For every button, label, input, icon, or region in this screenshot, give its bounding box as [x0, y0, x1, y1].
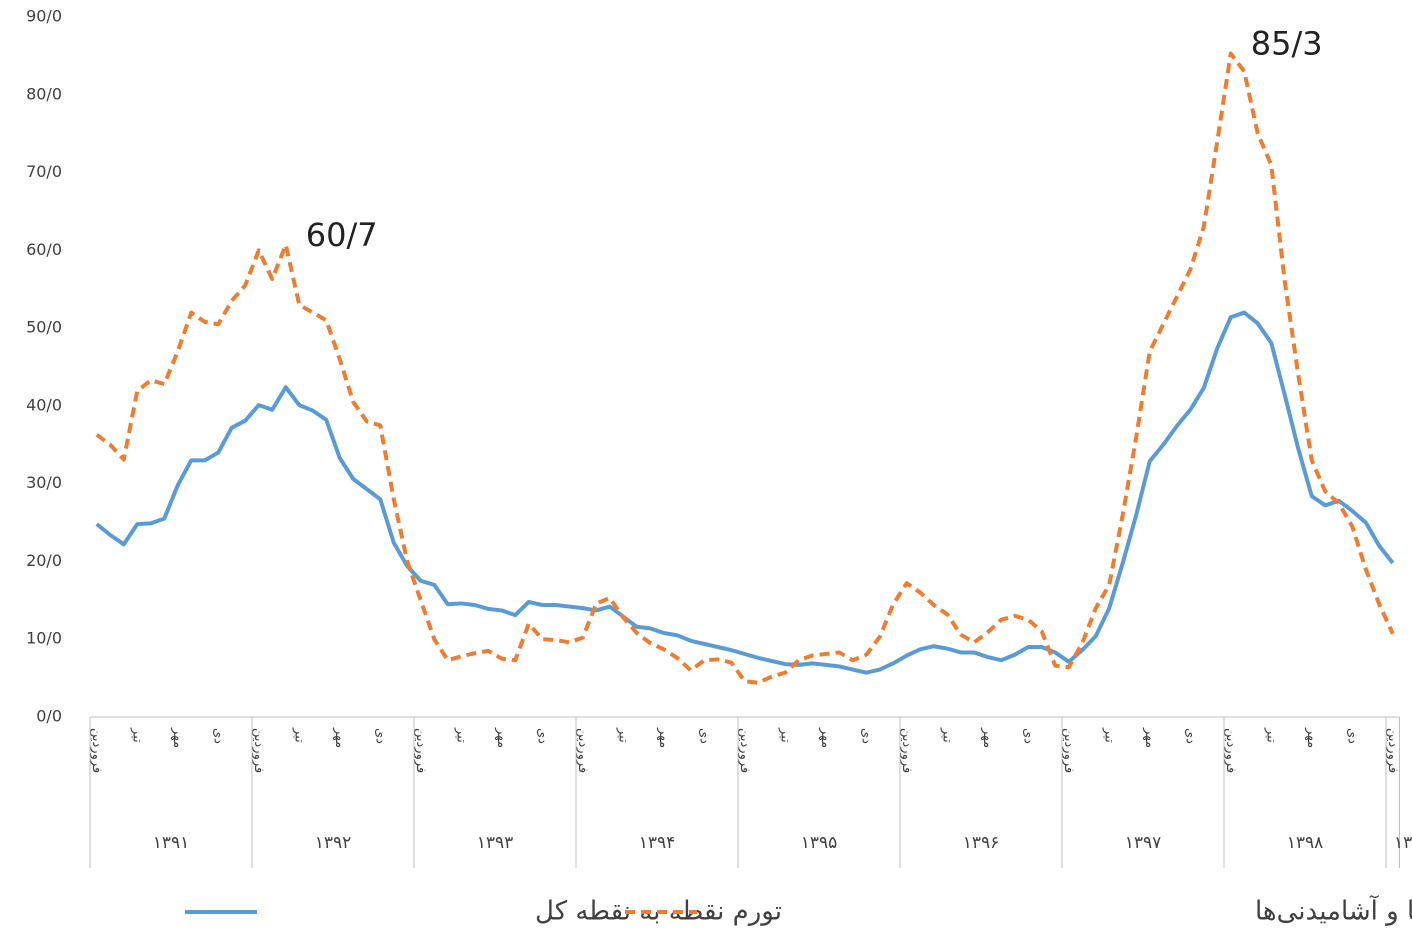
x-tick-label: فروردین — [89, 728, 104, 773]
x-tick-label: مهر — [332, 727, 347, 748]
x-tick-label: دی — [535, 728, 550, 744]
year-label: ۱۳۹۸ — [1287, 833, 1324, 853]
x-tick-label: تیر — [454, 727, 469, 743]
x-tick-label: فروردین — [575, 728, 590, 773]
x-tick-label: دی — [1345, 728, 1360, 744]
year-label: ۱۳۹۷ — [1125, 833, 1162, 853]
x-tick-label: دی — [1021, 728, 1036, 744]
x-tick-label: مهر — [980, 727, 995, 748]
y-tick-label: 40/0 — [26, 395, 62, 414]
x-tick-label: فروردین — [1223, 728, 1238, 773]
x-tick-label: مهر — [656, 727, 671, 748]
y-tick-label: 30/0 — [26, 473, 62, 492]
x-tick-label: مهر — [1142, 727, 1157, 748]
x-tick-label: مهر — [494, 727, 509, 748]
value-label: 85/3 — [1251, 25, 1323, 63]
x-tick-label: فروردین — [251, 728, 266, 773]
x-tick-label: دی — [373, 728, 388, 744]
x-tick-label: تیر — [1264, 727, 1279, 743]
y-tick-label: 10/0 — [26, 629, 62, 648]
x-tick-label: تیر — [778, 727, 793, 743]
y-tick-label: 60/0 — [26, 240, 62, 259]
x-tick-label: دی — [859, 728, 874, 744]
x-tick-label: تیر — [292, 727, 307, 743]
x-tick-label: تیر — [130, 727, 145, 743]
year-label: ۱۳۹۴ — [639, 833, 676, 853]
value-label: 60/7 — [306, 216, 378, 254]
x-tick-label: فروردین — [899, 728, 914, 773]
y-tick-label: 80/0 — [26, 84, 62, 103]
x-tick-label: فروردین — [413, 728, 428, 773]
year-label: ۱۳۹۹ — [1394, 833, 1412, 853]
x-tick-label: تیر — [940, 727, 955, 743]
x-tick-label: دی — [211, 728, 226, 744]
y-tick-label: 90/0 — [26, 7, 62, 26]
legend-label: تورم نقطه به نقطه خوراکی‌ها و آشامیدنی‌ه… — [1255, 895, 1412, 927]
x-tick-label: مهر — [1304, 727, 1319, 748]
x-tick-label: فروردین — [1061, 728, 1076, 773]
x-tick-label: مهر — [170, 727, 185, 748]
year-label: ۱۳۹۵ — [801, 833, 838, 853]
series-line — [95, 51, 1395, 685]
x-tick-label: دی — [1183, 728, 1198, 744]
x-tick-label: تیر — [1102, 727, 1117, 743]
x-tick-label: تیر — [616, 727, 631, 743]
year-label: ۱۳۹۳ — [477, 833, 514, 853]
year-label: ۱۳۹۱ — [153, 833, 190, 853]
y-tick-label: 70/0 — [26, 162, 62, 181]
year-label: ۱۳۹۶ — [963, 833, 1000, 853]
x-tick-label: مهر — [818, 727, 833, 748]
x-tick-label: فروردین — [737, 728, 752, 773]
y-tick-label: 50/0 — [26, 318, 62, 337]
year-label: ۱۳۹۲ — [315, 833, 352, 853]
series-line — [95, 310, 1395, 675]
y-tick-label: 20/0 — [26, 551, 62, 570]
x-tick-label: دی — [697, 728, 712, 744]
y-tick-label: 0/0 — [36, 707, 62, 726]
x-tick-label: فروردین — [1385, 728, 1400, 773]
